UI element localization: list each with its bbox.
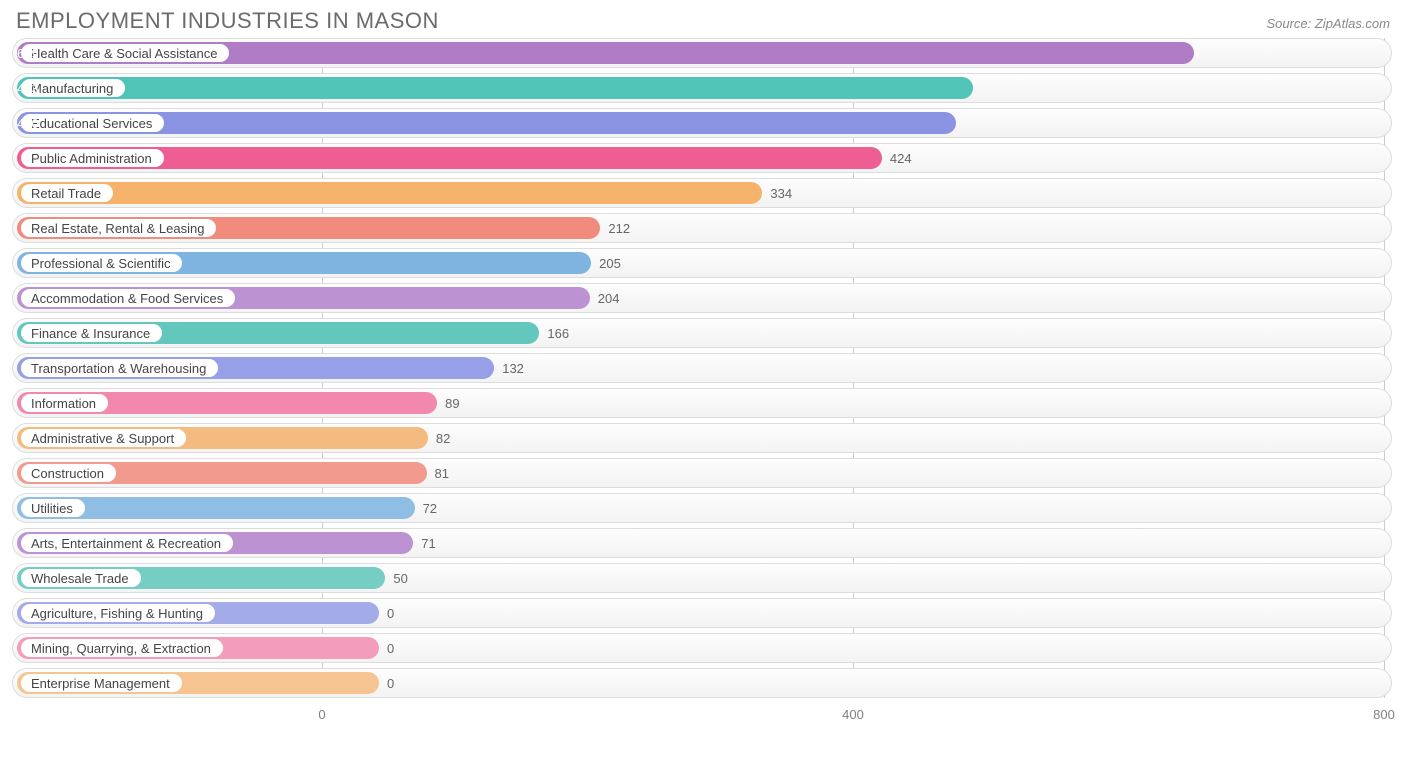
bar-label-pill: Enterprise Management (20, 673, 183, 693)
bar-value: 205 (591, 252, 621, 274)
bar-label-pill: Accommodation & Food Services (20, 288, 236, 308)
bar-value: 659 (17, 42, 1194, 64)
bar-value: 89 (437, 392, 459, 414)
bar-value: 334 (762, 182, 792, 204)
chart-area: Health Care & Social Assistance659 Manufa… (12, 38, 1392, 727)
bar-value: 493 (17, 77, 973, 99)
bar-value: 50 (385, 567, 407, 589)
bar-row: Professional & Scientific 205 (12, 248, 1392, 278)
bar-row-inner: Real Estate, Rental & Leasing 212 (17, 217, 1387, 239)
x-tick-label: 400 (842, 707, 864, 722)
bar-row-inner: Enterprise Management 0 (17, 672, 1387, 694)
bar-value: 480 (17, 112, 956, 134)
bar-value: 0 (379, 602, 394, 624)
bar-label-pill: Administrative & Support (20, 428, 187, 448)
bar-value: 132 (494, 357, 524, 379)
bar-row-inner: Construction 81 (17, 462, 1387, 484)
bar-row: Manufacturing493 (12, 73, 1392, 103)
bar-value: 424 (882, 147, 912, 169)
bar-row-inner: Manufacturing493 (17, 77, 1387, 99)
bar-value: 71 (413, 532, 435, 554)
bar-label-pill: Finance & Insurance (20, 323, 163, 343)
bar-fill (17, 182, 762, 204)
bar-label-pill: Professional & Scientific (20, 253, 183, 273)
bar-label-pill: Construction (20, 463, 117, 483)
bar-label-pill: Real Estate, Rental & Leasing (20, 218, 217, 238)
chart-title: EMPLOYMENT INDUSTRIES IN MASON (16, 8, 439, 34)
bar-row-inner: Wholesale Trade 50 (17, 567, 1387, 589)
bar-label-pill: Public Administration (20, 148, 165, 168)
bar-value: 166 (539, 322, 569, 344)
bar-row: Construction 81 (12, 458, 1392, 488)
bar-value: 81 (427, 462, 449, 484)
x-axis: 0 400 800 (12, 703, 1392, 727)
bar-value: 204 (590, 287, 620, 309)
bar-row: Information 89 (12, 388, 1392, 418)
bar-row-inner: Mining, Quarrying, & Extraction 0 (17, 637, 1387, 659)
bar-row-inner: Finance & Insurance 166 (17, 322, 1387, 344)
bar-label-pill: Transportation & Warehousing (20, 358, 219, 378)
bar-row: Public Administration 424 (12, 143, 1392, 173)
bar-row: Accommodation & Food Services 204 (12, 283, 1392, 313)
bar-row: Administrative & Support 82 (12, 423, 1392, 453)
x-tick-label: 800 (1373, 707, 1395, 722)
source-name: ZipAtlas.com (1315, 16, 1390, 31)
bar-label-pill: Information (20, 393, 109, 413)
bar-label-pill: Agriculture, Fishing & Hunting (20, 603, 216, 623)
bar-label-pill: Arts, Entertainment & Recreation (20, 533, 234, 553)
bar-label-pill: Wholesale Trade (20, 568, 142, 588)
bar-row: Real Estate, Rental & Leasing 212 (12, 213, 1392, 243)
bar-row-inner: Accommodation & Food Services 204 (17, 287, 1387, 309)
bar-row: Agriculture, Fishing & Hunting 0 (12, 598, 1392, 628)
bar-value: 72 (415, 497, 437, 519)
bar-row: Educational Services480 (12, 108, 1392, 138)
bar-row: Retail Trade 334 (12, 178, 1392, 208)
bar-row-inner: Information 89 (17, 392, 1387, 414)
x-tick-label: 0 (318, 707, 325, 722)
bar-row-inner: Health Care & Social Assistance659 (17, 42, 1387, 64)
bar-row: Transportation & Warehousing 132 (12, 353, 1392, 383)
bar-value: 0 (379, 637, 394, 659)
bar-row: Health Care & Social Assistance659 (12, 38, 1392, 68)
bar-value: 212 (600, 217, 630, 239)
bar-row: Wholesale Trade 50 (12, 563, 1392, 593)
chart-plot: Health Care & Social Assistance659 Manufa… (12, 38, 1392, 698)
bar-value: 82 (428, 427, 450, 449)
bar-row: Utilities 72 (12, 493, 1392, 523)
bar-row: Arts, Entertainment & Recreation 71 (12, 528, 1392, 558)
chart-source: Source: ZipAtlas.com (1266, 16, 1390, 31)
bar-row: Enterprise Management 0 (12, 668, 1392, 698)
chart-header: EMPLOYMENT INDUSTRIES IN MASON Source: Z… (12, 8, 1394, 38)
bar-row-inner: Public Administration 424 (17, 147, 1387, 169)
bar-label-pill: Mining, Quarrying, & Extraction (20, 638, 224, 658)
bar-row: Mining, Quarrying, & Extraction 0 (12, 633, 1392, 663)
bar-row: Finance & Insurance 166 (12, 318, 1392, 348)
source-prefix: Source: (1266, 16, 1314, 31)
bar-row-inner: Educational Services480 (17, 112, 1387, 134)
bar-label-pill: Utilities (20, 498, 86, 518)
bar-row-inner: Professional & Scientific 205 (17, 252, 1387, 274)
bar-row-inner: Agriculture, Fishing & Hunting 0 (17, 602, 1387, 624)
bar-row-inner: Arts, Entertainment & Recreation 71 (17, 532, 1387, 554)
bar-row-inner: Transportation & Warehousing 132 (17, 357, 1387, 379)
bar-row-inner: Administrative & Support 82 (17, 427, 1387, 449)
bar-row-inner: Utilities 72 (17, 497, 1387, 519)
bar-row-inner: Retail Trade 334 (17, 182, 1387, 204)
bar-value: 0 (379, 672, 394, 694)
bar-label-pill: Retail Trade (20, 183, 114, 203)
